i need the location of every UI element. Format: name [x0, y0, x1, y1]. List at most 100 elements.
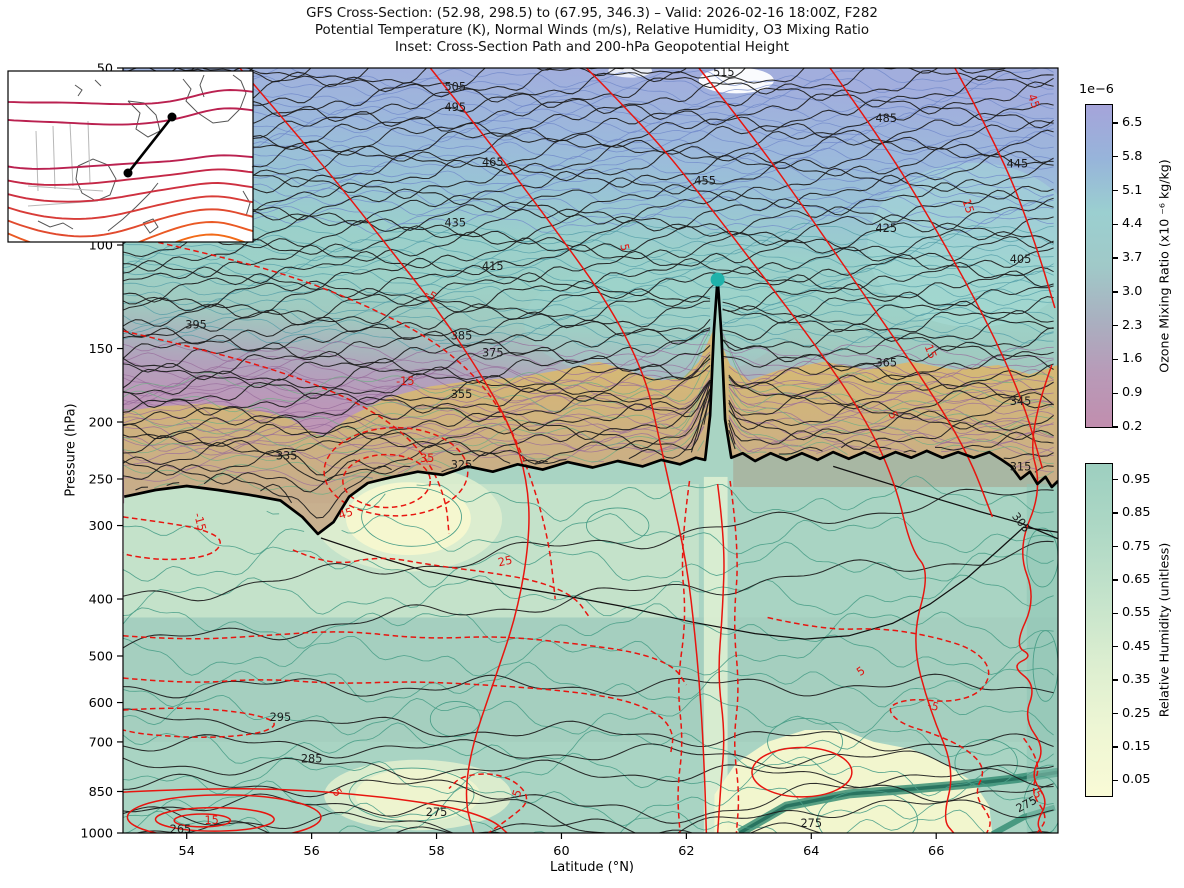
y-tick-label: 700 — [89, 735, 113, 750]
cb1-tick-label: 1.6 — [1122, 351, 1143, 367]
theta-contour-label: 425 — [875, 222, 897, 235]
rh-contour-line — [123, 752, 1054, 797]
theta-contour-line — [123, 68, 1007, 164]
cb2-tick-label: 0.25 — [1122, 705, 1151, 721]
high-theta-white-patch — [608, 68, 653, 78]
inset-coastline — [142, 218, 159, 234]
wind-contour-label: 15 — [960, 197, 977, 215]
cb1-tick — [1113, 257, 1118, 259]
wind-contour-label: 45 — [1025, 92, 1042, 110]
ozone-contour-line — [123, 103, 1054, 125]
theta-contour-line — [123, 182, 1054, 272]
cb2-tick — [1113, 646, 1118, 648]
ozone-contour-line — [123, 230, 1054, 253]
theta-contour-line — [123, 793, 1054, 833]
cb2-tick-label: 0.15 — [1122, 738, 1151, 754]
theta-contour-label: 405 — [1010, 253, 1032, 266]
rh-contour-line — [123, 634, 1054, 677]
ozone-colorbar-label: Ozone Mixing Ratio (x10 ⁻⁶ kg/kg) — [1156, 159, 1172, 373]
y-tick-label: 150 — [89, 342, 113, 357]
theta-contour-label: 415 — [482, 260, 504, 273]
x-axis-label: Latitude (°N) — [549, 860, 634, 875]
theta-contour-line — [123, 68, 918, 144]
cb2-tick — [1113, 679, 1118, 681]
wind-contour-loop — [126, 794, 322, 833]
theta-contour-label: 445 — [1007, 158, 1029, 171]
ozone-colorbar — [1085, 104, 1113, 428]
cb2-tick-label: 0.55 — [1122, 605, 1151, 621]
ozone-contour-line — [123, 185, 1054, 207]
cb1-tick-label: 5.1 — [1122, 182, 1143, 198]
wind-contour-line-dashed — [1023, 737, 1046, 833]
cb1-tick — [1113, 189, 1118, 192]
cb2-tick — [1113, 579, 1118, 581]
inset-border-line — [87, 120, 91, 184]
inset-coastline — [242, 190, 251, 217]
theta-contour-line — [123, 11, 698, 74]
theta-contour-label: 265 — [170, 823, 192, 836]
cb2-tick — [1113, 746, 1118, 748]
theta-contour-line — [123, 379, 1054, 440]
theta-contour-label: 275 — [801, 817, 823, 830]
theta-contour-line — [123, 75, 1054, 177]
theta-contour-line — [123, 540, 1054, 649]
wind-contour-loop — [342, 453, 432, 509]
ozone-contour-line — [123, 426, 1054, 462]
y-tick-label: 600 — [89, 696, 113, 711]
rh-contour-loop — [954, 738, 1018, 787]
ozone-contour-line — [123, 304, 1054, 326]
ozone-teal-patch — [867, 162, 1058, 328]
inset-height-contour — [8, 208, 253, 238]
cb1-tick-label: 2.3 — [1122, 317, 1143, 333]
cb2-tick — [1113, 779, 1118, 781]
theta-contour-line — [123, 380, 1054, 455]
ozone-contour-line — [123, 157, 1054, 178]
cb2-tick-label: 0.05 — [1122, 772, 1151, 788]
inset-coastline — [199, 74, 205, 98]
theta-contour-label: 395 — [185, 318, 207, 331]
x-tick-label: 64 — [803, 844, 819, 859]
wind-contour-line-dashed — [123, 631, 688, 686]
inset-coastline — [37, 220, 74, 230]
x-tick-label: 54 — [179, 844, 195, 859]
cb1-tick-label: 5.8 — [1122, 148, 1143, 164]
theta-contour-line — [123, 270, 1054, 344]
light-column — [703, 476, 728, 833]
cb2-tick-label: 0.75 — [1122, 538, 1151, 554]
wind-contour-line-dashed — [123, 233, 556, 600]
cb1-tick-label: 3.0 — [1122, 283, 1143, 299]
theta-contour-line — [123, 247, 1054, 327]
theta-contour-line — [123, 363, 1054, 426]
theta-contour-label: 325 — [451, 458, 473, 471]
theta-contour-label: 465 — [482, 156, 504, 169]
y-tick-label: 850 — [89, 785, 113, 800]
wind-contour-label: 25 — [497, 554, 514, 570]
cb1-tick — [1113, 223, 1118, 226]
theta-contour-line — [123, 806, 1054, 833]
cb1-tick — [1113, 324, 1118, 327]
wind-contour-line — [585, 68, 955, 833]
theta-contour-line — [123, 261, 1054, 337]
rh-contour-line — [123, 331, 1054, 396]
theta-contour-label: 435 — [444, 217, 466, 230]
y-tick-label: 400 — [89, 593, 113, 608]
theta-contour-line — [833, 465, 1058, 540]
rh-contour-line — [123, 574, 1054, 617]
theta-contour-line — [123, 734, 1054, 771]
inset-coastline — [127, 100, 161, 138]
theta-contour-line — [123, 379, 1054, 447]
cb2-tick-label: 0.65 — [1122, 571, 1151, 587]
theta-contour-line — [123, 120, 1054, 216]
wind-contour-label: -15 — [396, 375, 414, 388]
wind-contour-loop — [173, 813, 232, 828]
inset-height-contour — [8, 168, 253, 186]
ozone-contour-line — [123, 399, 1054, 435]
cb1-tick — [1113, 122, 1118, 124]
y-axis-label: Pressure (hPa) — [63, 403, 79, 497]
cb1-tick — [1113, 358, 1118, 361]
ozone-contour-line — [123, 112, 1054, 134]
cb2-tick-label: 0.85 — [1122, 505, 1151, 521]
y-tick-label: 200 — [89, 416, 113, 431]
inset-height-contour — [8, 89, 253, 106]
